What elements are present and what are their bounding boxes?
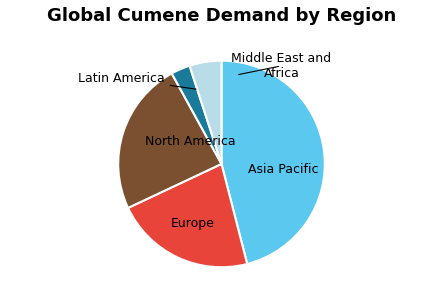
Text: Latin America: Latin America [78,72,196,89]
Text: Middle East and
Africa: Middle East and Africa [231,52,331,80]
Title: Global Cumene Demand by Region: Global Cumene Demand by Region [47,7,396,25]
Wedge shape [128,164,247,267]
Wedge shape [190,61,222,164]
Text: Europe: Europe [171,218,214,230]
Wedge shape [172,66,222,164]
Wedge shape [222,61,325,264]
Wedge shape [118,74,222,208]
Text: North America: North America [145,135,236,148]
Text: Asia Pacific: Asia Pacific [248,163,319,176]
